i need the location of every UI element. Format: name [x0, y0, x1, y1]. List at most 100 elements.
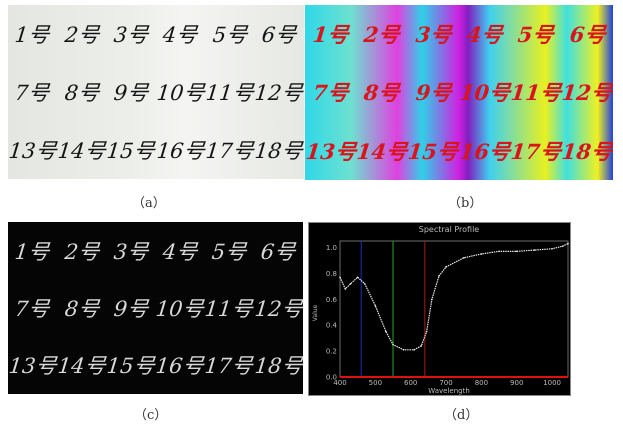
y-tick-label: 0.6 — [326, 296, 338, 304]
panel-a-original-image: 1号 2号 3号 4号 5号 6号 7号 8号 9号 10号 11号 12号 13号 14号 15号 16号 1… — [8, 5, 304, 179]
data-point — [356, 276, 359, 279]
data-point — [462, 257, 465, 259]
data-point — [413, 349, 416, 351]
number-label: 2号 — [63, 239, 101, 264]
chart-title: Spectral Profile — [419, 225, 480, 234]
x-tick-label: 1000 — [543, 379, 561, 387]
number-label: 7号 — [14, 81, 51, 105]
number-label: 3号 — [112, 239, 150, 264]
number-label: 6号 — [259, 239, 297, 264]
number-label: 13号 — [8, 139, 58, 163]
data-point — [438, 275, 440, 277]
data-point — [425, 330, 428, 333]
x-tick-label: 800 — [475, 379, 488, 387]
label-grid-c: 1号 2号 3号 4号 5号 6号 7号 8号 9号 10号 11号 12号 13号 14号 15号 16号 1… — [8, 222, 303, 394]
y-axis-label: Value — [312, 304, 319, 321]
number-label: 9号 — [112, 81, 150, 105]
number-label: 4号 — [465, 22, 504, 48]
number-label: 10号 — [155, 81, 206, 105]
label-grid-b: 1号 2号 3号 4号 5号 6号 7号 8号 9号 10号 11号 12号 13号 14号 15号 16号 1… — [305, 5, 613, 180]
caption-d: （d） — [444, 408, 479, 423]
data-point — [344, 288, 347, 290]
data-point — [339, 276, 341, 279]
number-label: 11号 — [509, 80, 563, 106]
x-axis-label: Wavelength — [428, 387, 470, 395]
number-label: 18号 — [253, 354, 303, 379]
x-tick-label: 400 — [333, 379, 346, 387]
number-label: 4号 — [162, 23, 199, 47]
number-label: 14号 — [355, 138, 409, 164]
number-label: 15号 — [105, 354, 156, 379]
data-point — [480, 253, 483, 255]
number-label: 2号 — [63, 23, 101, 47]
label-grid-a: 1号 2号 3号 4号 5号 6号 7号 8号 9号 10号 11号 12号 13号 14号 15号 16号 1… — [8, 5, 304, 179]
panel-d-spectral-profile: Spectral Profile Wavelength Value 400 500… — [308, 222, 571, 396]
number-label: 11号 — [204, 81, 256, 105]
number-label: 17号 — [509, 138, 563, 164]
number-label: 16号 — [458, 138, 512, 164]
data-point — [498, 250, 500, 253]
number-label: 17号 — [204, 139, 256, 163]
number-label: 15号 — [406, 138, 460, 164]
number-label: 9号 — [112, 296, 150, 321]
spectral-profile-chart: Spectral Profile Wavelength Value 400 500… — [312, 225, 569, 395]
y-tick-label: 1.0 — [326, 244, 337, 252]
plot-frame — [339, 240, 569, 378]
number-label: 7号 — [14, 296, 51, 321]
number-label: 13号 — [305, 138, 358, 164]
data-point — [385, 330, 387, 333]
number-label: 18号 — [560, 138, 613, 164]
y-tick-label: 0.4 — [326, 322, 338, 330]
caption-c: （c） — [134, 408, 168, 423]
data-point — [420, 345, 423, 347]
number-label: 8号 — [362, 80, 402, 106]
number-label: 18号 — [254, 139, 304, 163]
number-label: 14号 — [56, 354, 107, 379]
number-label: 16号 — [154, 354, 206, 379]
number-label: 15号 — [106, 139, 157, 163]
data-point — [402, 349, 405, 351]
panel-c-hyperspectral-image: 1号 2号 3号 4号 5号 6号 7号 8号 9号 10号 11号 12号 13号 14号 15号 16号 1… — [8, 222, 303, 394]
number-label: 6号 — [260, 23, 298, 47]
number-label: 4号 — [161, 239, 199, 264]
x-tick-label: 700 — [439, 379, 452, 387]
panel-b-classified-image: 1号 2号 3号 4号 5号 6号 7号 8号 9号 10号 11号 12号 13号 14号 15号 16号 1… — [305, 5, 613, 180]
caption-a: （a） — [132, 196, 166, 211]
spectral-curve — [339, 243, 569, 351]
y-tick-label: 0.2 — [326, 348, 337, 356]
number-label: 1号 — [14, 239, 51, 264]
number-label: 12号 — [253, 296, 303, 321]
number-label: 17号 — [204, 354, 255, 379]
data-point — [392, 343, 394, 346]
data-point — [349, 282, 352, 285]
data-point — [561, 245, 564, 247]
x-tick-label: 600 — [404, 379, 417, 387]
data-point — [374, 304, 377, 307]
caption-b: （b） — [448, 196, 483, 211]
data-point — [533, 249, 536, 251]
number-label: 10号 — [154, 296, 206, 321]
number-label: 14号 — [56, 139, 108, 163]
number-label: 16号 — [155, 139, 206, 163]
number-label: 5号 — [210, 239, 248, 264]
y-tick-label: 0.8 — [326, 270, 337, 278]
data-point — [515, 250, 518, 253]
number-label: 3号 — [112, 23, 150, 47]
number-label: 12号 — [254, 81, 304, 105]
number-label: 8号 — [63, 296, 101, 321]
number-label: 1号 — [311, 22, 350, 48]
number-label: 11号 — [204, 296, 255, 321]
number-label: 10号 — [458, 80, 512, 106]
number-label: 1号 — [14, 23, 51, 47]
data-point — [363, 282, 366, 285]
data-point — [445, 266, 447, 268]
number-label: 13号 — [8, 354, 58, 379]
number-label: 9号 — [414, 80, 453, 106]
data-point — [551, 247, 553, 250]
x-tick-label: 500 — [369, 379, 382, 387]
y-tick-label: 0.0 — [326, 374, 337, 382]
number-label: 5号 — [516, 22, 556, 48]
number-label: 8号 — [63, 81, 101, 105]
data-point — [567, 242, 569, 245]
data-point — [431, 298, 433, 301]
